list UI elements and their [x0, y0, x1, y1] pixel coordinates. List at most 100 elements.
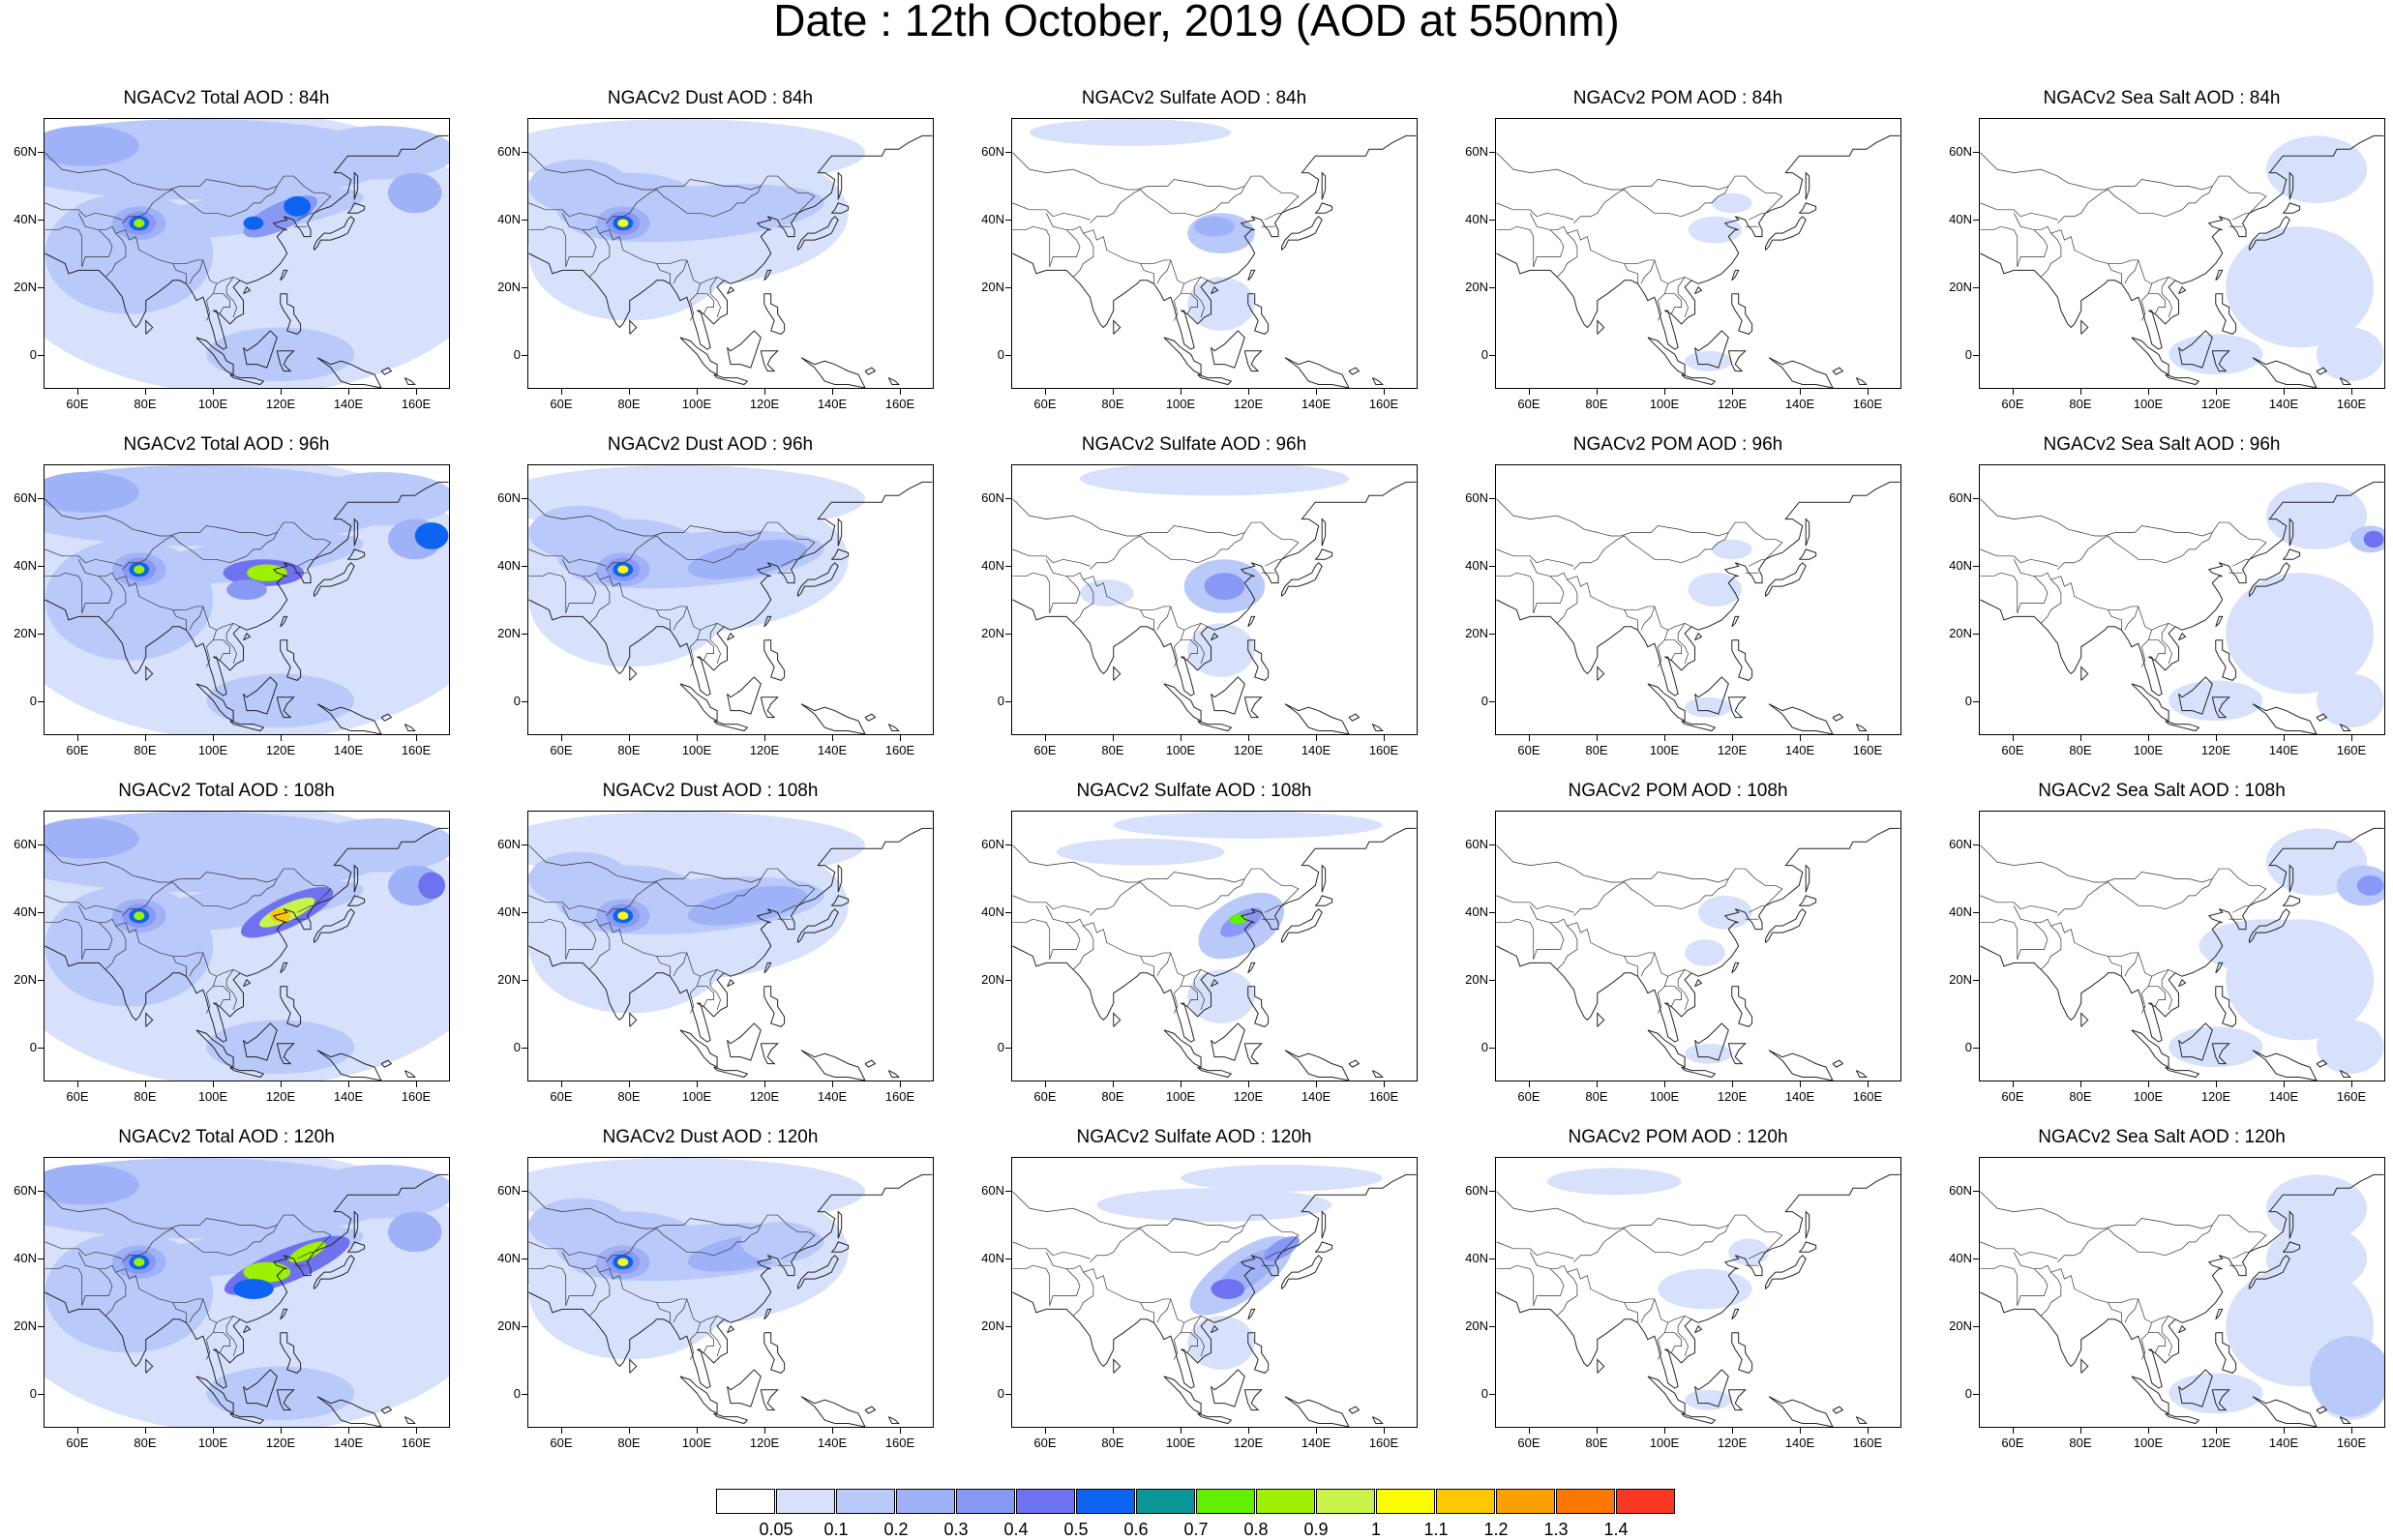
- lon-tick-label: 80E: [134, 397, 157, 411]
- lat-tick: [1005, 844, 1011, 845]
- aod-shading: [1080, 465, 1349, 496]
- colorbar-label: 1.4: [1603, 1520, 1629, 1539]
- country-border: [1012, 844, 1300, 906]
- lon-tick-label: 100E: [2133, 1089, 2164, 1104]
- coastline: [1163, 337, 1202, 375]
- lat-tick-label: 20N: [981, 972, 1004, 987]
- lon-tick: [629, 1081, 630, 1087]
- coastline: [2080, 1358, 2089, 1374]
- country-border: [172, 263, 187, 284]
- country-border: [1181, 639, 1198, 661]
- coastline: [713, 373, 749, 386]
- lon-tick: [213, 389, 214, 395]
- coastline: [887, 1070, 900, 1079]
- lon-tick-label: 60E: [1033, 743, 1057, 757]
- coastline: [1805, 864, 1810, 893]
- country-border: [1496, 572, 1535, 613]
- colorbar-swatch: [896, 1489, 955, 1514]
- country-border: [2161, 1316, 2172, 1357]
- lat-tick: [1973, 634, 1979, 635]
- coastline: [2316, 713, 2328, 722]
- lat-tick: [522, 287, 527, 288]
- country-border: [565, 922, 597, 961]
- lat-tick: [1489, 844, 1495, 845]
- country-border: [225, 623, 237, 665]
- lon-tick: [697, 1081, 698, 1087]
- coastline: [2339, 1070, 2351, 1079]
- map-panel-sulfate-120h: NGACv2 Sulfate AOD : 120h 60N 40N 20N 0 60E 80…: [968, 1127, 1451, 1471]
- lon-tick: [1800, 1428, 1801, 1434]
- lon-tick: [2216, 735, 2217, 741]
- country-border: [1181, 1332, 1198, 1353]
- lon-tick: [1384, 1428, 1385, 1434]
- coastline: [1211, 632, 1219, 641]
- coastline: [280, 1308, 288, 1320]
- country-border: [1193, 277, 1205, 318]
- country-border: [1012, 572, 1051, 613]
- lon-tick-label: 120E: [1233, 743, 1264, 757]
- country-border: [1980, 1264, 2019, 1306]
- lat-tick: [522, 566, 527, 567]
- country-border: [1980, 1191, 2267, 1253]
- lat-tick-label: 40N: [1465, 1251, 1488, 1265]
- country-border: [45, 895, 123, 913]
- lon-tick-label: 60E: [1517, 1089, 1540, 1104]
- country-border: [1140, 609, 1154, 631]
- coastline: [1727, 350, 1747, 372]
- lon-tick-label: 140E: [1784, 1436, 1815, 1450]
- lon-tick-label: 120E: [265, 397, 296, 411]
- country-border: [673, 606, 688, 631]
- coastline: [1727, 696, 1747, 719]
- country-border: [122, 532, 278, 570]
- country-border: [528, 1241, 607, 1259]
- lat-tick-label: 0: [1964, 694, 1972, 708]
- lat-tick-label: 20N: [14, 280, 37, 294]
- map-frame: [1495, 464, 1901, 735]
- lon-tick-label: 120E: [2200, 743, 2231, 757]
- coastline: [1321, 1210, 1327, 1239]
- aod-shading: [2265, 135, 2368, 203]
- lon-tick: [1181, 1428, 1182, 1434]
- coastline: [1284, 703, 1350, 734]
- coastline: [1321, 518, 1327, 547]
- coastline: [1243, 696, 1263, 719]
- lat-tick: [38, 980, 44, 981]
- lat-tick: [1489, 912, 1495, 913]
- coastline: [1012, 1173, 1417, 1389]
- coastline: [404, 724, 416, 732]
- coastline: [2249, 908, 2290, 943]
- country-border: [205, 630, 218, 667]
- panel-title: NGACv2 Sulfate AOD : 108h: [1076, 781, 1312, 801]
- coastline: [229, 1412, 265, 1425]
- map-canvas: [1980, 1173, 2384, 1427]
- coastline: [1694, 1369, 1729, 1407]
- country-border: [1045, 213, 1209, 284]
- map-canvas: [45, 465, 449, 734]
- lon-tick: [1248, 1428, 1249, 1434]
- lon-tick-label: 160E: [401, 743, 432, 757]
- lon-tick: [1800, 389, 1801, 395]
- country-border: [1156, 259, 1172, 284]
- aod-shading: [1685, 1389, 1732, 1410]
- lon-tick: [348, 389, 349, 395]
- colorbar-label: 1: [1370, 1520, 1381, 1539]
- lon-tick: [1800, 1081, 1801, 1087]
- lat-tick-label: 60N: [981, 144, 1004, 159]
- coastline: [1247, 962, 1256, 974]
- coastline: [1284, 1050, 1350, 1081]
- aod-shading: [687, 886, 808, 926]
- panel-title: NGACv2 Dust AOD : 96h: [607, 434, 814, 455]
- lon-tick: [1181, 389, 1182, 395]
- lat-tick-label: 20N: [14, 972, 37, 987]
- country-border: [1090, 532, 1245, 570]
- country-border: [1677, 1316, 1689, 1357]
- coastline: [2131, 337, 2169, 375]
- lat-tick: [1005, 912, 1011, 913]
- aod-shading: [2363, 530, 2384, 548]
- country-border: [2161, 623, 2172, 665]
- country-border: [2140, 283, 2153, 321]
- country-border: [1677, 277, 1689, 318]
- coastline: [1832, 367, 1844, 375]
- lat-tick-label: 40N: [1949, 558, 1972, 573]
- lon-tick-label: 160E: [2336, 1436, 2367, 1450]
